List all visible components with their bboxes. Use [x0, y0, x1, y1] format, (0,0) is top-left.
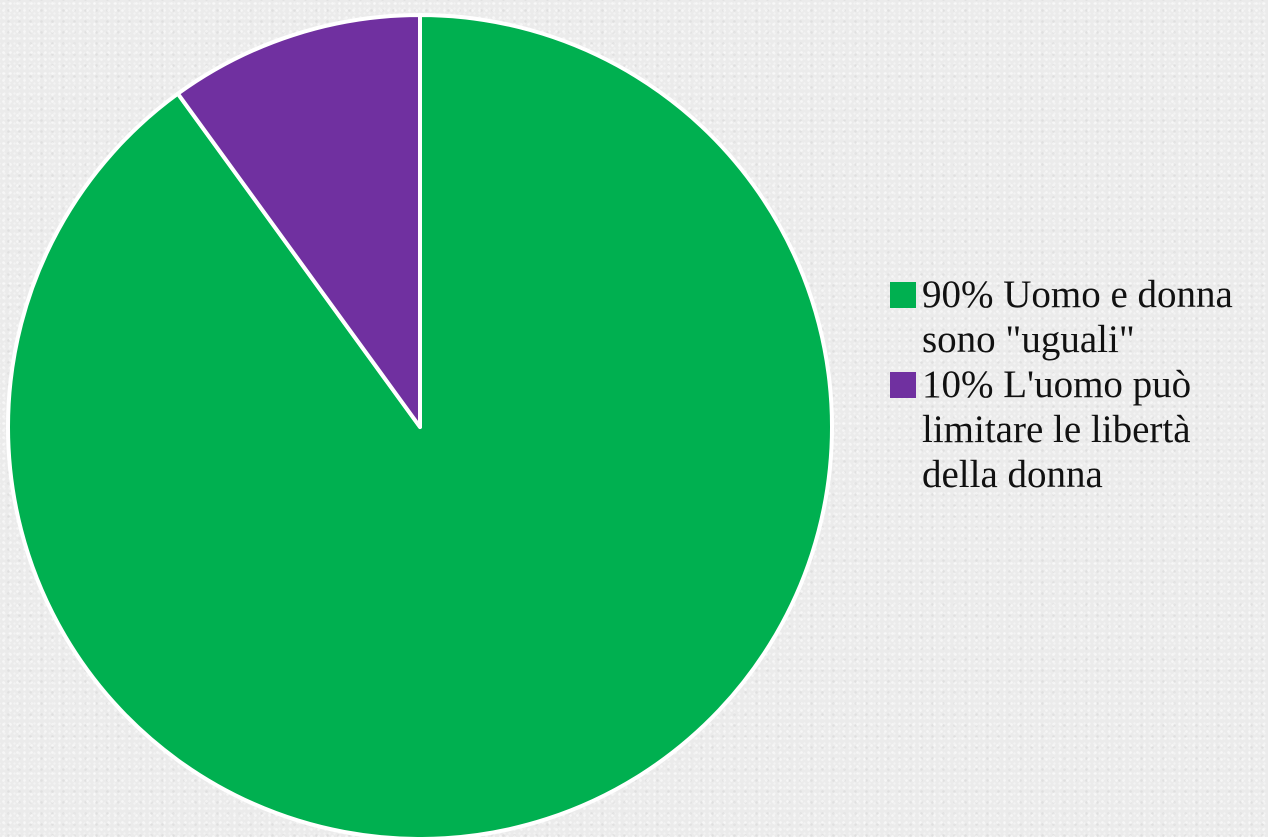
- pie-slice-uguali: [5, 13, 834, 837]
- pie-chart: [5, 13, 834, 837]
- legend-item-uguali: 90% Uomo e donna sono "uguali": [890, 272, 1265, 362]
- pie-slice-limitare: [175, 13, 422, 429]
- legend-label: 10% L'uomo può limitare le libertà della…: [922, 363, 1192, 496]
- legend-swatch-green: [890, 282, 916, 308]
- legend: 90% Uomo e donna sono "uguali" 10% L'uom…: [890, 272, 1265, 497]
- legend-item-limitare: 10% L'uomo può limitare le libertà della…: [890, 362, 1265, 497]
- legend-swatch-purple: [890, 372, 916, 398]
- legend-label: 90% Uomo e donna sono "uguali": [922, 273, 1233, 361]
